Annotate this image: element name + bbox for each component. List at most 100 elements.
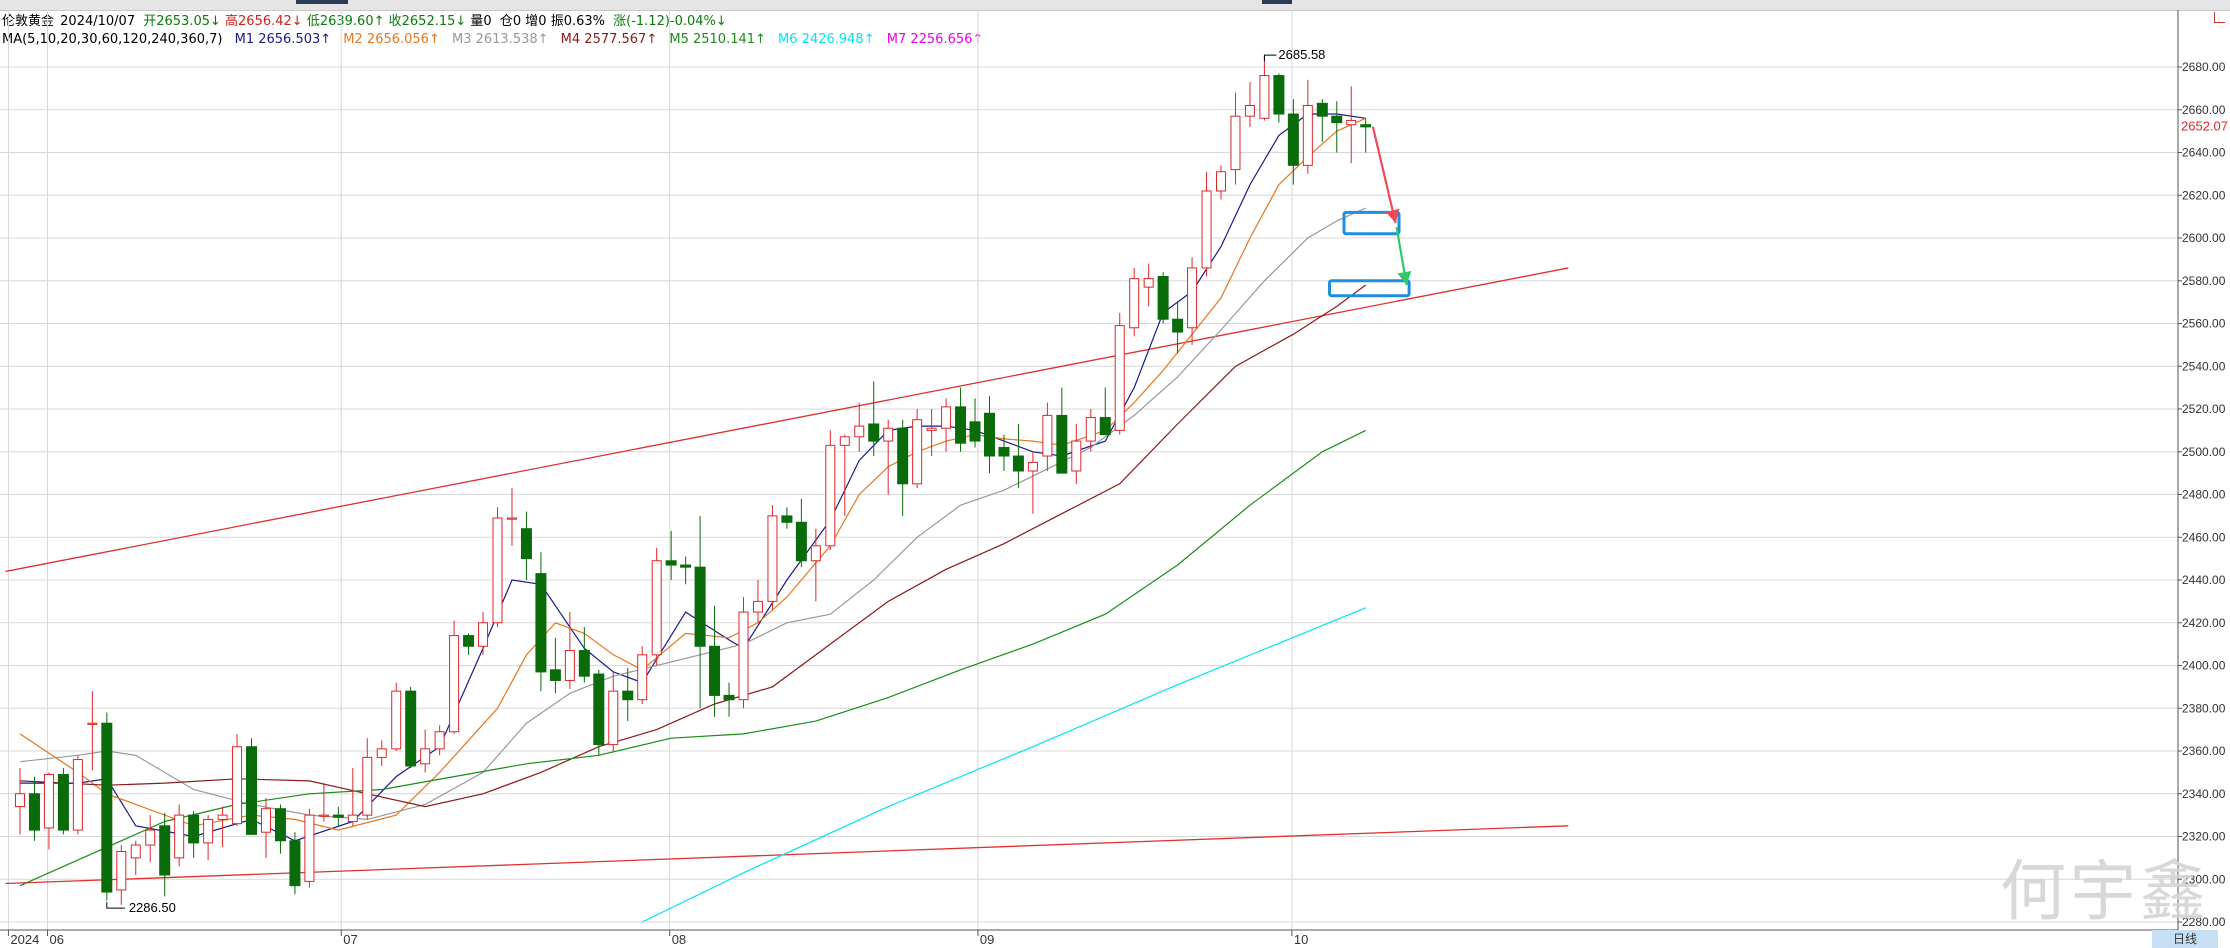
ma-m3-value: M3 2613.538↑ bbox=[451, 32, 549, 47]
ma-m7-value: M7 2256.656↑ bbox=[886, 32, 984, 47]
candle-body bbox=[520, 528, 532, 560]
y-tick-label: 2660.00 bbox=[2182, 103, 2226, 117]
high-price: 高2656.42↓ bbox=[225, 14, 303, 29]
y-tick-label: 2420.00 bbox=[2182, 616, 2226, 630]
x-tick-label: 2024 bbox=[10, 932, 39, 947]
candle-body bbox=[57, 774, 69, 831]
y-tick-label: 2300.00 bbox=[2182, 872, 2226, 886]
candle-up bbox=[839, 434, 850, 516]
timeframe-badge[interactable]: 日线 bbox=[2152, 930, 2218, 948]
candle-up bbox=[145, 815, 156, 863]
candle-body bbox=[332, 814, 344, 818]
candle-body bbox=[1157, 275, 1169, 320]
candle-up bbox=[506, 488, 517, 546]
top-bar bbox=[0, 0, 2230, 11]
projection-box-2 bbox=[1328, 279, 1411, 298]
projection-boxes bbox=[1328, 210, 1411, 298]
ma-line-m4 bbox=[19, 284, 1367, 808]
candle-body bbox=[781, 515, 793, 523]
ma-legend-title: MA(5,10,20,30,60,120,240,360,7) bbox=[2, 32, 223, 47]
candle-down bbox=[535, 552, 547, 692]
y-tick-label: 2400.00 bbox=[2182, 659, 2226, 673]
current-price-label: 2652.07 bbox=[2181, 119, 2228, 134]
candle-up bbox=[87, 691, 98, 771]
candle-body bbox=[478, 622, 489, 647]
candle-up bbox=[304, 808, 315, 888]
y-tick-label: 2320.00 bbox=[2182, 830, 2226, 844]
candle-body bbox=[1346, 119, 1357, 126]
candle-body bbox=[217, 814, 228, 820]
candle-up bbox=[72, 755, 83, 835]
candle-down bbox=[897, 419, 909, 516]
y-tick-label: 2480.00 bbox=[2182, 488, 2226, 502]
candle-body bbox=[116, 850, 127, 891]
candle-down bbox=[983, 396, 995, 474]
candle-body bbox=[362, 756, 373, 816]
candle-down bbox=[289, 832, 301, 895]
candle-body bbox=[868, 423, 880, 442]
arrow-head bbox=[1397, 271, 1412, 286]
candle-body bbox=[1071, 440, 1082, 472]
candle-up bbox=[564, 612, 575, 690]
candle-body bbox=[637, 654, 648, 701]
down-arrow-red bbox=[1371, 126, 1400, 224]
y-tick-label: 2620.00 bbox=[2182, 188, 2226, 202]
x-tick-label: 08 bbox=[672, 932, 686, 947]
candle-body bbox=[1085, 417, 1096, 442]
low-label: 2286.50 bbox=[129, 900, 176, 915]
close-price: 收2652.15↓ bbox=[388, 14, 467, 29]
candle-body bbox=[246, 746, 258, 835]
candle-up bbox=[752, 580, 763, 623]
candle-body bbox=[289, 840, 301, 887]
candle-up bbox=[1187, 257, 1198, 345]
candle-body bbox=[145, 829, 156, 846]
candle-body bbox=[449, 635, 460, 733]
candle-body bbox=[998, 446, 1010, 457]
candle-down bbox=[463, 633, 475, 655]
high-marker bbox=[1263, 54, 1277, 62]
candle-down bbox=[1360, 118, 1372, 153]
candle-body bbox=[854, 425, 865, 438]
tab-indicator-left bbox=[296, 0, 348, 4]
candle-down bbox=[274, 804, 286, 854]
candle-down bbox=[101, 712, 113, 901]
candle-body bbox=[549, 669, 561, 681]
candle-up bbox=[1244, 81, 1255, 127]
candle-down bbox=[868, 381, 880, 457]
candle-body bbox=[912, 419, 923, 485]
candle-up bbox=[651, 547, 662, 666]
candle-up bbox=[1071, 423, 1082, 484]
candle-body bbox=[767, 515, 778, 602]
candle-body bbox=[1244, 104, 1255, 117]
candle-up bbox=[1114, 312, 1125, 435]
candle-body bbox=[376, 748, 387, 758]
candle-up bbox=[1143, 263, 1154, 307]
y-tick-label: 2520.00 bbox=[2182, 402, 2226, 416]
candle-up bbox=[883, 419, 894, 495]
candle-down bbox=[622, 667, 634, 722]
x-tick-label: 10 bbox=[1294, 932, 1308, 947]
candle-body bbox=[651, 560, 662, 656]
candle-up bbox=[1042, 402, 1053, 471]
candle-body bbox=[983, 412, 995, 457]
candle-body bbox=[1273, 75, 1285, 115]
candle-body bbox=[810, 545, 821, 562]
candle-up bbox=[420, 729, 431, 773]
candle-down bbox=[680, 556, 692, 585]
candle-body bbox=[1287, 113, 1299, 166]
arrow-shaft bbox=[1371, 126, 1397, 224]
low-marker bbox=[106, 902, 125, 909]
candle-body bbox=[622, 690, 634, 701]
open-interest: 仓0 bbox=[499, 14, 522, 29]
candle-body bbox=[839, 436, 850, 446]
projection-arrows bbox=[1371, 126, 1412, 286]
candle-body bbox=[694, 566, 706, 647]
y-tick-label: 2440.00 bbox=[2182, 573, 2226, 587]
candle-body bbox=[1201, 190, 1212, 269]
candle-body bbox=[1302, 104, 1313, 166]
candle-body bbox=[897, 427, 909, 485]
low-price: 低2639.60↑ bbox=[306, 14, 385, 29]
amplitude: 振0.63% bbox=[550, 14, 605, 29]
candle-body bbox=[608, 690, 619, 746]
